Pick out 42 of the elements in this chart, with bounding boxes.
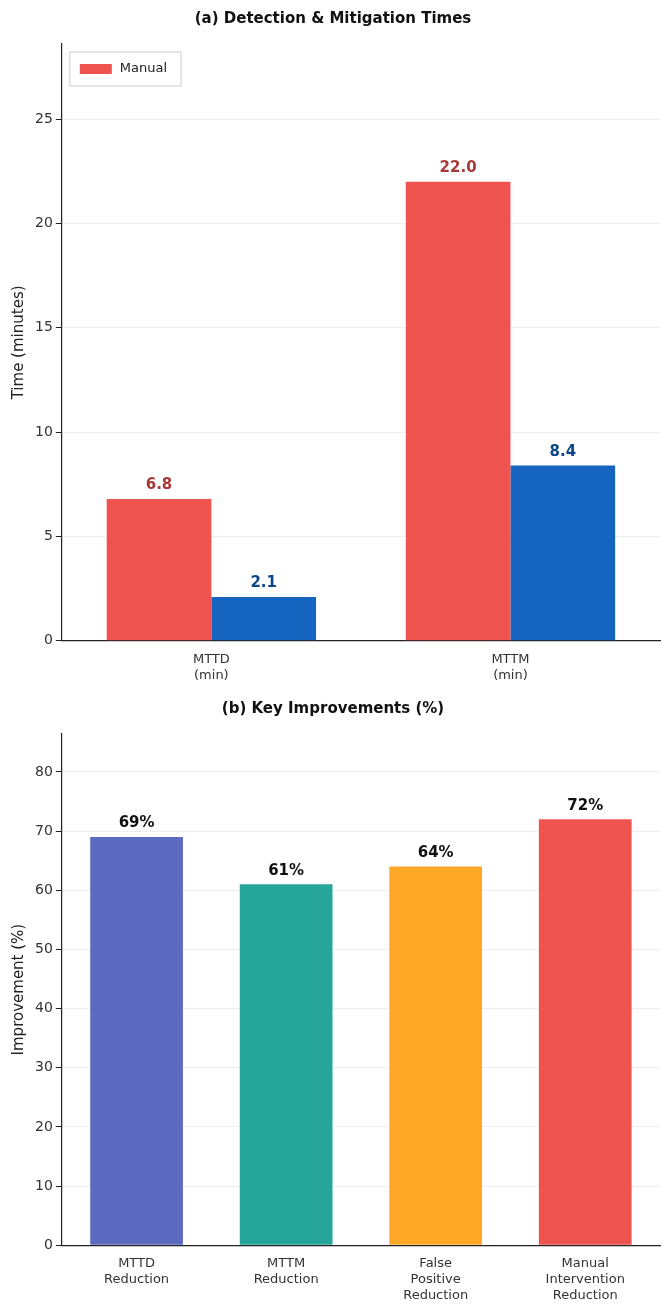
y-tick-label: 10 <box>34 422 53 439</box>
bar <box>211 596 317 641</box>
y-tick-label: 20 <box>34 1117 53 1134</box>
bar <box>90 836 183 1245</box>
x-tick-label: False Positive Reduction <box>403 1255 469 1302</box>
y-tick-label: 60 <box>34 880 53 897</box>
x-tick-label: MTTM Reduction <box>253 1255 319 1286</box>
y-tick-label: 10 <box>34 1176 53 1193</box>
data-label: 61% <box>268 860 305 879</box>
bar <box>538 819 632 1245</box>
data-label: 64% <box>417 842 454 861</box>
bar <box>389 866 483 1245</box>
y-tick-label: 70 <box>34 821 53 838</box>
bar <box>106 498 212 641</box>
x-tick-label: MTTD Reduction <box>104 1255 170 1286</box>
y-tick-label: 25 <box>34 109 53 126</box>
y-axis-title: Time (minutes) <box>8 285 27 401</box>
chart-title: (b) Key Improvements (%) <box>221 698 445 717</box>
y-tick-label: 15 <box>34 318 53 335</box>
data-label: 72% <box>567 795 604 814</box>
data-label: 8.4 <box>549 441 577 460</box>
legend-label: Manual <box>119 60 168 76</box>
x-tick-label: MTTM (min) <box>491 650 530 682</box>
y-tick-label: 80 <box>34 762 53 779</box>
y-tick-label: 0 <box>43 631 53 648</box>
y-tick-label: 50 <box>34 940 53 957</box>
data-label: 69% <box>118 813 155 832</box>
data-label: 6.8 <box>145 475 173 494</box>
data-label: 22.0 <box>439 158 477 177</box>
y-tick-label: 30 <box>34 1058 53 1075</box>
y-tick-label: 40 <box>34 999 53 1016</box>
y-axis-title: Improvement (%) <box>8 923 27 1056</box>
x-tick-label: Manual Intervention Reduction <box>545 1255 625 1302</box>
chart-title: (a) Detection & Mitigation Times <box>194 8 472 27</box>
bar <box>239 884 333 1245</box>
data-label: 2.1 <box>250 573 277 592</box>
y-tick-label: 20 <box>34 214 53 231</box>
x-tick-label: MTTD (min) <box>192 650 230 682</box>
y-tick-label: 5 <box>43 527 53 544</box>
y-tick-label: 0 <box>43 1235 53 1252</box>
bar <box>510 465 616 641</box>
bar <box>405 181 511 641</box>
